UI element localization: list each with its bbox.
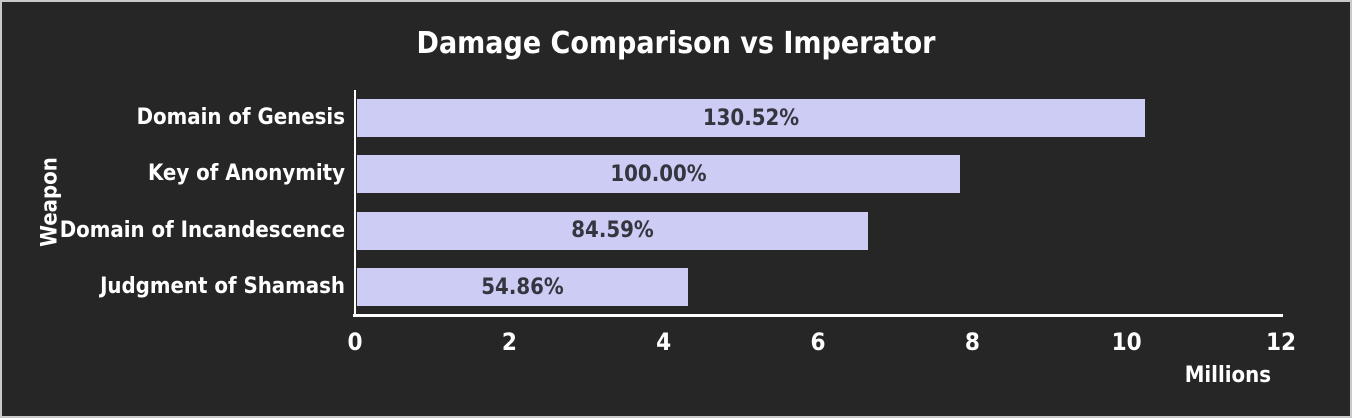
x-tick-label: 6 (810, 328, 826, 356)
bar: 100.00% (357, 155, 960, 194)
bar-value-label: 54.86% (481, 274, 564, 300)
bar-value-label: 84.59% (571, 218, 654, 244)
x-tick-label: 0 (347, 328, 363, 356)
bar: 54.86% (357, 268, 688, 307)
bar: 130.52% (357, 99, 1145, 137)
x-tick-label: 2 (501, 328, 517, 356)
x-tick-label: 4 (656, 328, 672, 356)
chart-title: Damage Comparison vs Imperator (416, 26, 936, 61)
x-tick-label: 12 (1265, 328, 1297, 356)
bar: 84.59% (357, 211, 868, 250)
x-tick-label: 10 (1111, 328, 1142, 356)
category-label: Key of Anonymity (147, 161, 345, 187)
bar-value-label: 100.00% (610, 161, 707, 187)
x-axis-line (353, 314, 1283, 317)
category-label: Judgment of Shamash (100, 274, 345, 300)
y-axis-line (354, 90, 356, 317)
bar-value-label: 130.52% (702, 105, 800, 131)
x-axis-unit-label: Millions (1184, 363, 1271, 388)
category-label: Domain of Incandescence (59, 217, 345, 243)
category-label: Domain of Genesis (136, 105, 345, 130)
x-tick-label: 8 (964, 328, 980, 356)
